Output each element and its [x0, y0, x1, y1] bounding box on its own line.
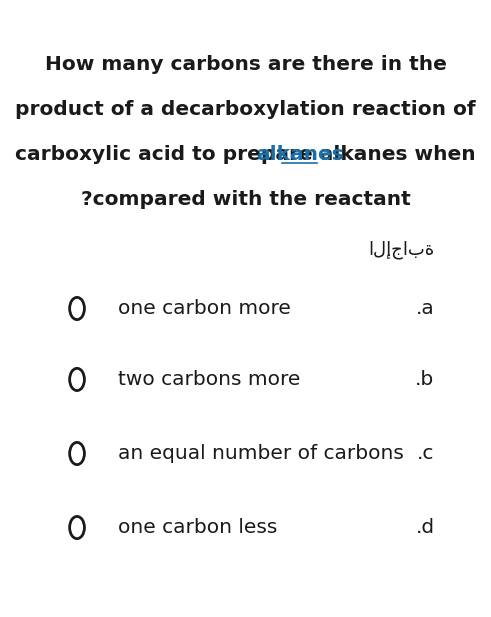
Text: carboxylic acid to prepare alkanes when: carboxylic acid to prepare alkanes when — [15, 146, 476, 164]
Text: two carbons more: two carbons more — [118, 370, 300, 389]
Text: .b: .b — [415, 370, 435, 389]
Text: How many carbons are there in the: How many carbons are there in the — [45, 56, 446, 74]
Text: ?compared with the reactant: ?compared with the reactant — [81, 191, 410, 209]
Text: alkanes: alkanes — [256, 146, 344, 164]
Text: one carbon more: one carbon more — [118, 299, 291, 318]
Text: .d: .d — [415, 518, 435, 537]
Text: product of a decarboxylation reaction of: product of a decarboxylation reaction of — [15, 101, 476, 119]
Text: .a: .a — [416, 299, 435, 318]
Text: one carbon less: one carbon less — [118, 518, 277, 537]
Text: .c: .c — [417, 444, 435, 463]
Text: الإجابة: الإجابة — [368, 241, 435, 259]
Text: an equal number of carbons: an equal number of carbons — [118, 444, 404, 463]
